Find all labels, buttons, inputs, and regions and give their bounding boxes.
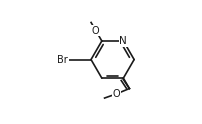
Text: O: O bbox=[113, 89, 120, 99]
Text: O: O bbox=[92, 26, 99, 36]
Text: N: N bbox=[119, 36, 127, 46]
Text: Br: Br bbox=[57, 55, 68, 65]
